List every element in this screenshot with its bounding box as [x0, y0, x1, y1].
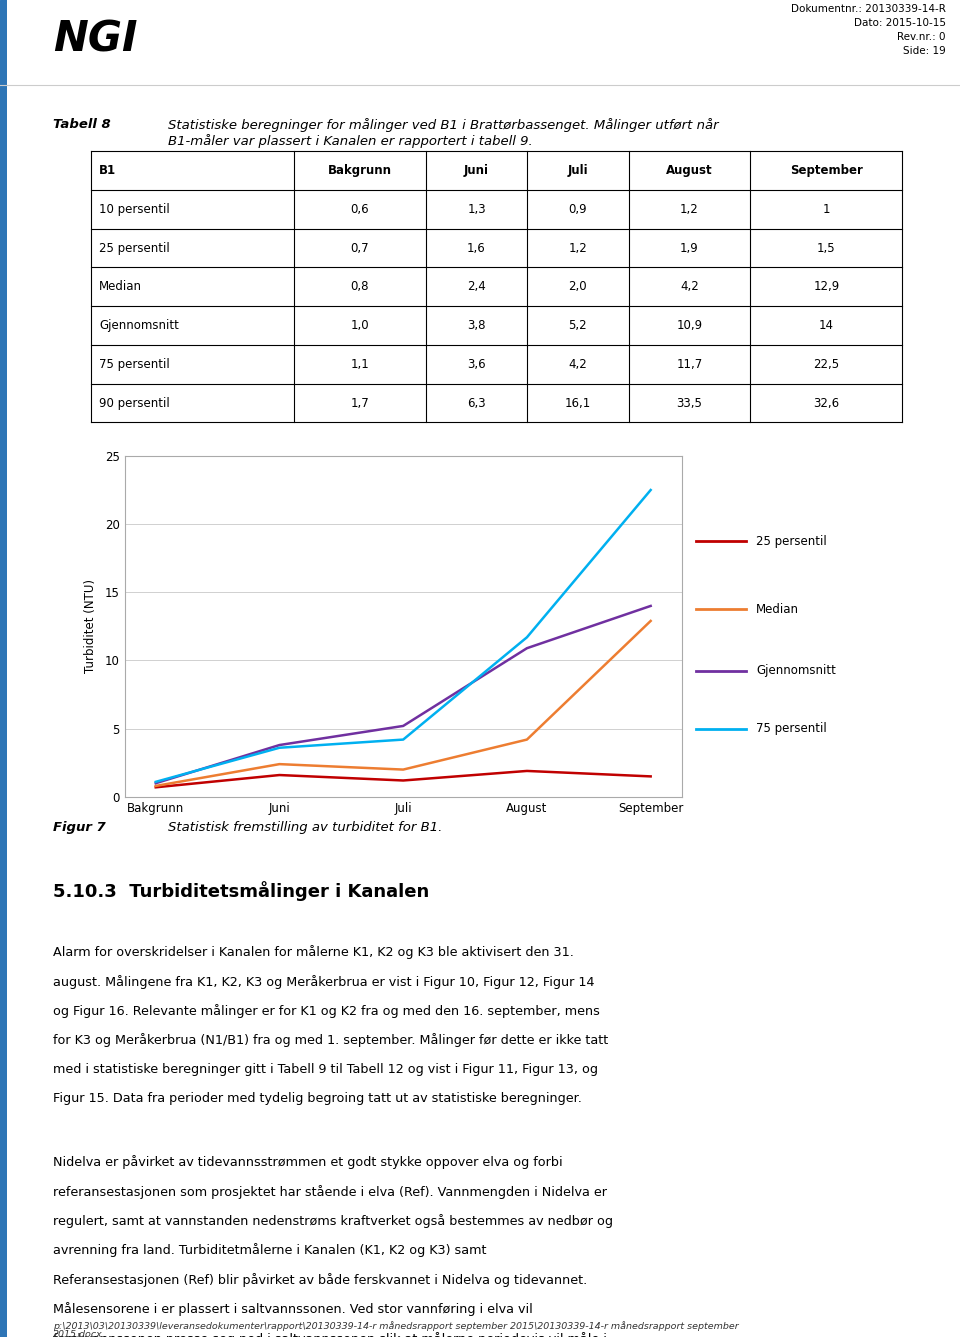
Text: 75 persentil: 75 persentil: [756, 722, 827, 735]
Text: 2,0: 2,0: [568, 281, 588, 293]
Text: 2,4: 2,4: [468, 281, 486, 293]
Text: 0,9: 0,9: [568, 203, 588, 215]
Text: August: August: [666, 164, 712, 176]
Text: Bakgrunn: Bakgrunn: [328, 164, 392, 176]
Text: 1,1: 1,1: [350, 358, 370, 370]
Text: 4,2: 4,2: [680, 281, 699, 293]
Text: Målesensorene i er plassert i saltvannssonen. Ved stor vannføring i elva vil: Målesensorene i er plassert i saltvannss…: [53, 1302, 533, 1316]
Text: B1-måler var plassert i Kanalen er rapportert i tabell 9.: B1-måler var plassert i Kanalen er rappo…: [168, 134, 533, 147]
Y-axis label: Turbiditet (NTU): Turbiditet (NTU): [84, 579, 97, 674]
Text: Tabell 8: Tabell 8: [53, 118, 110, 131]
Text: avrenning fra land. Turbiditetmålerne i Kanalen (K1, K2 og K3) samt: avrenning fra land. Turbiditetmålerne i …: [53, 1243, 487, 1257]
Text: 16,1: 16,1: [564, 397, 591, 409]
Text: for K3 og Meråkerbrua (N1/B1) fra og med 1. september. Målinger før dette er ikk: for K3 og Meråkerbrua (N1/B1) fra og med…: [53, 1034, 608, 1047]
Text: 1,5: 1,5: [817, 242, 835, 254]
Text: august. Målingene fra K1, K2, K3 og Meråkerbrua er vist i Figur 10, Figur 12, Fi: august. Målingene fra K1, K2, K3 og Merå…: [53, 975, 594, 988]
Text: 1,2: 1,2: [568, 242, 588, 254]
Text: 1,0: 1,0: [350, 320, 370, 332]
Text: referansestasjonen som prosjektet har stående i elva (Ref). Vannmengden i Nidelv: referansestasjonen som prosjektet har st…: [53, 1185, 607, 1198]
Text: Statistiske beregninger for målinger ved B1 i Brattørbassenget. Målinger utført : Statistiske beregninger for målinger ved…: [168, 118, 719, 131]
Text: 1,9: 1,9: [680, 242, 699, 254]
Text: 3,8: 3,8: [468, 320, 486, 332]
Text: 1,3: 1,3: [468, 203, 486, 215]
Text: 90 persentil: 90 persentil: [99, 397, 170, 409]
Text: p:\2013\03\20130339\leveransedokumenter\rapport\20130339-14-r månedsrapport sept: p:\2013\03\20130339\leveransedokumenter\…: [53, 1321, 738, 1330]
Text: 5.10.3  Turbiditetsmålinger i Kanalen: 5.10.3 Turbiditetsmålinger i Kanalen: [53, 881, 429, 901]
Text: B1: B1: [99, 164, 116, 176]
Text: 14: 14: [819, 320, 834, 332]
Text: Alarm for overskridelser i Kanalen for målerne K1, K2 og K3 ble aktivisert den 3: Alarm for overskridelser i Kanalen for m…: [53, 945, 574, 959]
Text: med i statistiske beregninger gitt i Tabell 9 til Tabell 12 og vist i Figur 11, : med i statistiske beregninger gitt i Tab…: [53, 1063, 598, 1076]
Text: 1,2: 1,2: [680, 203, 699, 215]
Text: 1,6: 1,6: [468, 242, 486, 254]
Text: Juni: Juni: [464, 164, 489, 176]
Text: 3,6: 3,6: [468, 358, 486, 370]
Text: 0,8: 0,8: [350, 281, 370, 293]
Text: Figur 15. Data fra perioder med tydelig begroing tatt ut av statistiske beregnin: Figur 15. Data fra perioder med tydelig …: [53, 1092, 582, 1106]
Text: Gjennomsnitt: Gjennomsnitt: [756, 664, 836, 678]
Text: Median: Median: [756, 603, 799, 616]
Text: 1,7: 1,7: [350, 397, 370, 409]
Text: 25 persentil: 25 persentil: [756, 535, 827, 548]
Text: 10,9: 10,9: [677, 320, 703, 332]
Text: Nidelva er påvirket av tidevannsstrømmen et godt stykke oppover elva og forbi: Nidelva er påvirket av tidevannsstrømmen…: [53, 1155, 563, 1169]
Text: 2015.docx: 2015.docx: [53, 1330, 103, 1337]
Text: 75 persentil: 75 persentil: [99, 358, 170, 370]
Text: 12,9: 12,9: [813, 281, 839, 293]
Text: 10 persentil: 10 persentil: [99, 203, 170, 215]
Text: Dokumentnr.: 20130339-14-R
Dato: 2015-10-15
Rev.nr.: 0
Side: 19: Dokumentnr.: 20130339-14-R Dato: 2015-10…: [791, 4, 946, 56]
Text: September: September: [790, 164, 863, 176]
Text: og Figur 16. Relevante målinger er for K1 og K2 fra og med den 16. september, me: og Figur 16. Relevante målinger er for K…: [53, 1004, 600, 1017]
Text: 0,7: 0,7: [350, 242, 370, 254]
Text: regulert, samt at vannstanden nedenstrøms kraftverket også bestemmes av nedbør o: regulert, samt at vannstanden nedenstrøm…: [53, 1214, 612, 1227]
Text: 1: 1: [823, 203, 830, 215]
Text: 6,3: 6,3: [468, 397, 486, 409]
Text: Gjennomsnitt: Gjennomsnitt: [99, 320, 180, 332]
Text: Referansestasjonen (Ref) blir påvirket av både ferskvannet i Nidelva og tidevann: Referansestasjonen (Ref) blir påvirket a…: [53, 1273, 588, 1286]
Text: 25 persentil: 25 persentil: [99, 242, 170, 254]
Text: 11,7: 11,7: [677, 358, 703, 370]
Text: Median: Median: [99, 281, 142, 293]
Text: 22,5: 22,5: [813, 358, 839, 370]
Text: Juli: Juli: [567, 164, 588, 176]
Text: NGI: NGI: [53, 19, 137, 60]
Text: Statistisk fremstilling av turbiditet for B1.: Statistisk fremstilling av turbiditet fo…: [168, 821, 443, 834]
Text: 0,6: 0,6: [350, 203, 370, 215]
Text: 5,2: 5,2: [568, 320, 588, 332]
Text: Figur 7: Figur 7: [53, 821, 106, 834]
Text: 32,6: 32,6: [813, 397, 839, 409]
Text: 33,5: 33,5: [677, 397, 703, 409]
Text: ferskvannssonen presse seg ned i saltvannssonen slik at målerne periodevis vil m: ferskvannssonen presse seg ned i saltvan…: [53, 1332, 607, 1337]
Text: 4,2: 4,2: [568, 358, 588, 370]
